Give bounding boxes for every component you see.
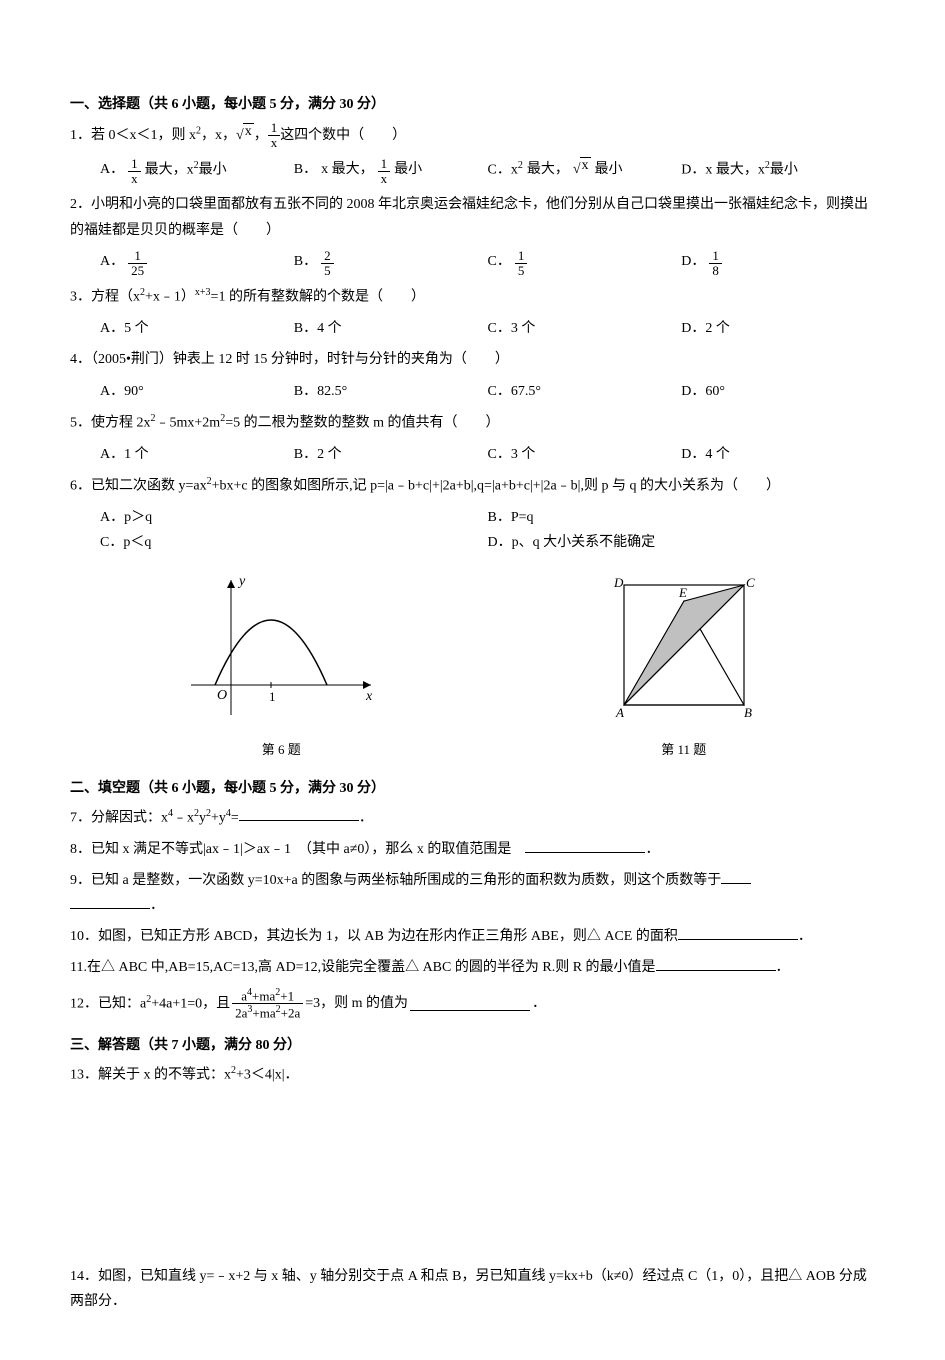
section3-title: 三、解答题（共 7 小题，满分 80 分） <box>70 1033 875 1058</box>
q9-blank2 <box>70 895 150 909</box>
q1-text-d: 这四个数中（ ） <box>280 128 406 143</box>
q5: 5．使方程 2x2﹣5mx+2m2=5 的二根为整数的整数 m 的值共有（ ） <box>70 410 875 436</box>
fig6-origin: O <box>217 688 227 703</box>
q2-opt-c: C．15 <box>488 249 682 279</box>
q5-opt-d: D．4 个 <box>681 442 875 467</box>
q3-opt-a: A．5 个 <box>100 316 294 341</box>
q2-opt-b: B．25 <box>294 249 488 279</box>
q11: 11.在△ ABC 中,AB=15,AC=13,高 AD=12,设能完全覆盖△ … <box>70 955 875 980</box>
q4-opt-c: C．67.5° <box>488 379 682 404</box>
fig11: A B C D E 第 11 题 <box>594 565 774 762</box>
q7: 7．分解因式：x4﹣x2y2+y4=． <box>70 805 875 831</box>
q1-sqrt: √x <box>236 123 254 148</box>
q1-opt-a: A． 1x 最大，x2最小 <box>100 157 294 187</box>
q5-options: A．1 个 B．2 个 C．3 个 D．4 个 <box>100 442 875 467</box>
q3-opt-d: D．2 个 <box>681 316 875 341</box>
fig6: 1 O x y 第 6 题 <box>171 565 391 762</box>
q6-opt-d: D．p、q 大小关系不能确定 <box>488 530 876 555</box>
q8-blank <box>525 839 645 853</box>
q1-opt-c: C．x2 最大， √x 最小 <box>488 157 682 187</box>
figures-row: 1 O x y 第 6 题 A B C D E 第 11 题 <box>70 565 875 762</box>
q9: 9．已知 a 是整数，一次函数 y=10x+a 的图象与两坐标轴所围成的三角形的… <box>70 868 875 918</box>
q2: 2．小明和小亮的口袋里面都放有五张不同的 2008 年北京奥运会福娃纪念卡，他们… <box>70 192 875 242</box>
q1: 1．若 0＜x＜1，则 x2，x，√x，1x这四个数中（ ） <box>70 121 875 151</box>
q7-blank <box>239 807 359 821</box>
q2-opt-a: A．125 <box>100 249 294 279</box>
q4-opt-b: B．82.5° <box>294 379 488 404</box>
q6-opt-a: A．p＞q <box>100 505 488 530</box>
q13-workspace <box>70 1094 875 1264</box>
q10: 10．如图，已知正方形 ABCD，其边长为 1，以 AB 为边在形内作正三角形 … <box>70 924 875 949</box>
q5-opt-c: C．3 个 <box>488 442 682 467</box>
q1-text-a: 1．若 0＜x＜1，则 x <box>70 128 196 143</box>
q12-frac: a4+ma2+1 2a3+ma2+2a <box>232 987 303 1021</box>
q1-opt-d: D．x 最大，x2最小 <box>681 157 875 187</box>
q12-blank <box>410 997 530 1011</box>
section2-title: 二、填空题（共 6 小题，每小题 5 分，满分 30 分） <box>70 776 875 801</box>
fig11-svg: A B C D E <box>594 565 774 725</box>
q12: 12．已知：a2+4a+1=0，且 a4+ma2+1 2a3+ma2+2a =3… <box>70 987 875 1021</box>
q1-options: A． 1x 最大，x2最小 B． x 最大， 1x 最小 C．x2 最大， √x… <box>100 157 875 187</box>
q3: 3．方程（x2+x﹣1）x+3=1 的所有整数解的个数是（ ） <box>70 284 875 310</box>
fig11-D: D <box>613 575 624 590</box>
section1-title: 一、选择题（共 6 小题，每小题 5 分，满分 30 分） <box>70 92 875 117</box>
q3-opt-b: B．4 个 <box>294 316 488 341</box>
q3-opt-c: C．3 个 <box>488 316 682 341</box>
q4-opt-d: D．60° <box>681 379 875 404</box>
q1-text-b: ，x， <box>201 128 236 143</box>
fig6-x: x <box>365 689 373 704</box>
q6-opt-b: B．P=q <box>488 505 876 530</box>
q2-opt-d: D．18 <box>681 249 875 279</box>
q4-opt-a: A．90° <box>100 379 294 404</box>
q11-blank <box>656 957 776 971</box>
fig6-svg: 1 O x y <box>171 565 391 725</box>
fig6-y: y <box>237 574 246 589</box>
q1-frac: 1x <box>268 121 281 151</box>
fig11-E: E <box>678 585 687 600</box>
fig6-tick: 1 <box>269 689 276 704</box>
fig6-label: 第 6 题 <box>171 738 391 761</box>
q8: 8．已知 x 满足不等式|ax﹣1|＞ax﹣1 （其中 a≠0），那么 x 的取… <box>70 837 875 862</box>
q6-options: A．p＞q B．P=q C．p＜q D．p、q 大小关系不能确定 <box>100 505 875 555</box>
q4: 4．（2005•荆门）钟表上 12 时 15 分钟时，时针与分针的夹角为（ ） <box>70 347 875 372</box>
q10-blank <box>678 926 798 940</box>
q6: 6．已知二次函数 y=ax2+bx+c 的图象如图所示,记 p=|a﹣b+c|+… <box>70 473 875 499</box>
q1-opt-b: B． x 最大， 1x 最小 <box>294 157 488 187</box>
fig11-label: 第 11 题 <box>594 738 774 761</box>
q4-options: A．90° B．82.5° C．67.5° D．60° <box>100 379 875 404</box>
q6-opt-c: C．p＜q <box>100 530 488 555</box>
fig11-A: A <box>615 705 624 720</box>
q14: 14．如图，已知直线 y=﹣x+2 与 x 轴、y 轴分别交于点 A 和点 B，… <box>70 1264 875 1314</box>
q5-opt-a: A．1 个 <box>100 442 294 467</box>
fig11-C: C <box>746 575 755 590</box>
q3-options: A．5 个 B．4 个 C．3 个 D．2 个 <box>100 316 875 341</box>
q5-opt-b: B．2 个 <box>294 442 488 467</box>
fig11-B: B <box>744 705 752 720</box>
q2-options: A．125 B．25 C．15 D．18 <box>100 249 875 279</box>
q13: 13．解关于 x 的不等式：x2+3＜4|x|． <box>70 1062 875 1088</box>
q1-text-c: ， <box>254 128 268 143</box>
q9-blank <box>721 870 751 884</box>
